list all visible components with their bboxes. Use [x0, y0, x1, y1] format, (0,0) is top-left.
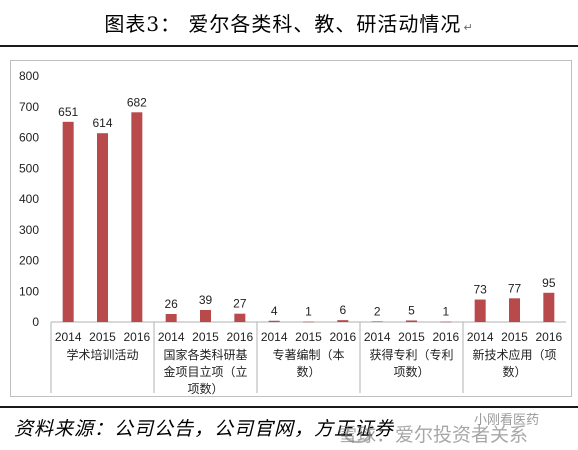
y-tick-label: 800 — [19, 69, 39, 83]
bar — [200, 310, 211, 322]
bar — [474, 299, 486, 322]
y-tick-label: 200 — [19, 254, 39, 268]
bar — [268, 320, 280, 322]
group-label: 项数） — [393, 364, 429, 379]
header-rule — [0, 45, 578, 47]
x-tick-label: 2015 — [501, 330, 528, 344]
y-tick-label: 700 — [19, 100, 39, 114]
chart-title: 图表3： 爱尔各类科、教、研活动情况 ↵ — [104, 12, 474, 36]
x-tick-label: 2016 — [432, 330, 459, 344]
return-mark-icon: ↵ — [463, 21, 474, 34]
y-tick-label: 300 — [19, 223, 39, 237]
bar — [234, 313, 246, 322]
data-label: 614 — [92, 116, 112, 130]
data-label: 5 — [408, 303, 415, 317]
y-tick-label: 600 — [19, 131, 39, 145]
source-note: 资料来源：公司公告，公司官网，方正证券 — [14, 418, 395, 440]
group-label: 专著编制（本 — [272, 347, 344, 362]
bar — [406, 320, 417, 322]
data-label: 27 — [233, 297, 247, 311]
data-label: 682 — [127, 95, 147, 109]
x-tick-label: 2016 — [226, 330, 253, 344]
x-tick-label: 2014 — [261, 330, 288, 344]
data-label: 6 — [339, 303, 346, 317]
data-label: 77 — [508, 281, 522, 295]
y-tick-label: 400 — [19, 192, 39, 206]
bar — [165, 314, 177, 322]
x-tick-label: 2014 — [467, 330, 494, 344]
group-label: 学术培训活动 — [66, 347, 138, 362]
x-tick-label: 2016 — [329, 330, 356, 344]
data-label: 73 — [473, 283, 487, 297]
data-label: 4 — [271, 304, 278, 318]
snowball-logo-icon — [345, 426, 371, 443]
bar — [371, 321, 383, 322]
bar — [97, 133, 108, 322]
bar — [543, 292, 555, 322]
group-label: 国家各类科研基 — [163, 347, 247, 362]
data-label: 95 — [542, 276, 556, 290]
bar — [62, 121, 74, 322]
y-tick-label: 0 — [32, 315, 39, 329]
x-tick-label: 2015 — [192, 330, 219, 344]
bar — [303, 321, 314, 323]
bar-chart: 0100200300400500600700800651201461420156… — [19, 69, 566, 396]
bar — [337, 320, 349, 322]
bar — [131, 112, 143, 322]
bar — [509, 298, 520, 322]
x-tick-label: 2015 — [295, 330, 322, 344]
bar — [440, 321, 452, 323]
y-tick-label: 500 — [19, 161, 39, 175]
x-tick-label: 2014 — [55, 330, 82, 344]
data-label: 26 — [164, 297, 178, 311]
x-tick-label: 2014 — [364, 330, 391, 344]
x-tick-label: 2015 — [89, 330, 116, 344]
data-label: 39 — [199, 293, 213, 307]
data-label: 1 — [442, 305, 449, 319]
data-label: 651 — [58, 105, 78, 119]
group-label: 金项目立项（立 — [163, 364, 247, 379]
x-tick-label: 2016 — [535, 330, 562, 344]
group-label: 获得专利（专利 — [369, 347, 453, 362]
data-label: 1 — [305, 305, 312, 319]
group-label: 数） — [502, 364, 526, 379]
chart-area: 0 100 200 300 400 500 600 700 800 651 2014 614 2015 6… — [10, 60, 572, 397]
footer-rule — [0, 406, 578, 408]
x-tick-label: 2016 — [123, 330, 150, 344]
data-label: 2 — [374, 304, 381, 318]
x-tick-label: 2015 — [398, 330, 425, 344]
watermark-small: 小刚看医药 — [474, 413, 540, 428]
group-label: 项数） — [187, 381, 223, 396]
watermark: 雪球：爱尔投资者关系 — [338, 424, 529, 446]
group-label: 数） — [296, 364, 320, 379]
x-tick-label: 2014 — [158, 330, 185, 344]
group-label: 新技术应用（项 — [472, 347, 556, 362]
y-tick-label: 100 — [19, 284, 39, 298]
